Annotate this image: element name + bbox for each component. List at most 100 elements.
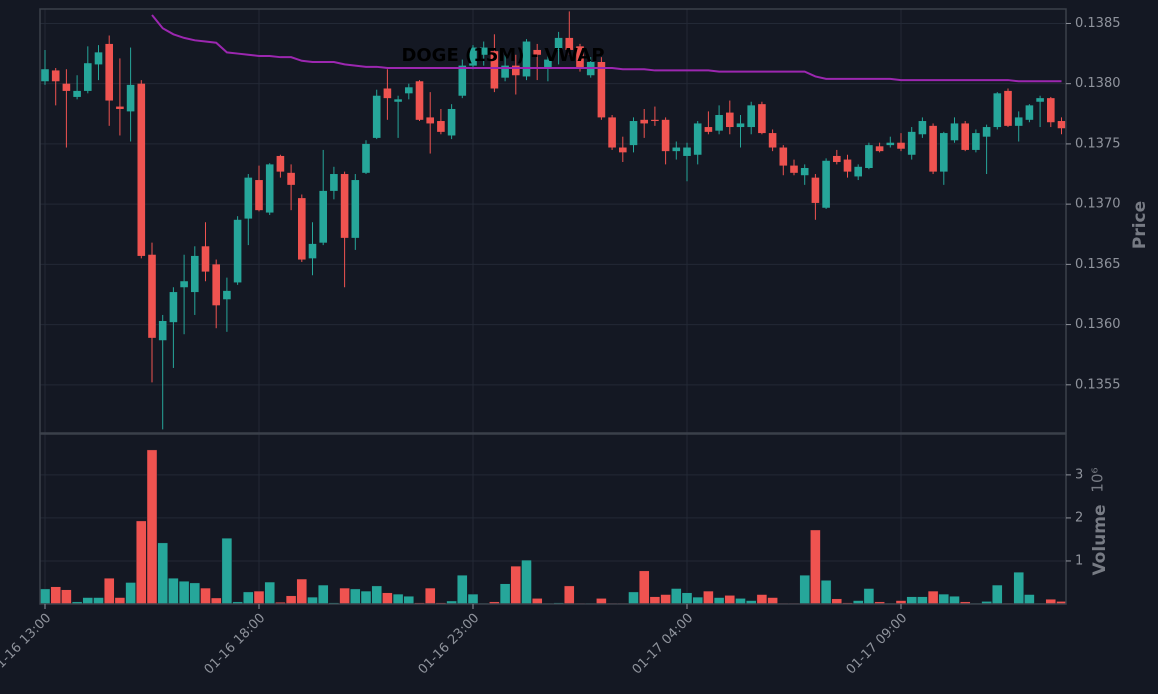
volume-bar [756, 594, 768, 605]
volume-bar [114, 597, 126, 605]
candle-body [158, 320, 167, 341]
volume-bar [863, 588, 875, 605]
volume-bar [713, 597, 725, 605]
candle-body [415, 81, 424, 120]
volume-bar [168, 577, 179, 605]
volume-bar [1013, 571, 1024, 605]
candle-body [907, 131, 916, 155]
candle-body [918, 121, 927, 135]
volume-bar [831, 598, 842, 605]
volume-tick-label: 1 [1075, 553, 1083, 568]
volume-bar [39, 588, 51, 605]
candle-body [651, 119, 659, 122]
volume-bar [360, 590, 372, 605]
candle-body [244, 177, 253, 219]
volume-bar [671, 588, 682, 605]
candle-body [191, 255, 199, 293]
candle-body [73, 90, 81, 97]
candle-body [875, 146, 884, 152]
candle-body [501, 65, 509, 78]
candle-body [800, 168, 809, 176]
candle-body [447, 108, 456, 136]
volume-bar [906, 596, 917, 605]
candle-body [148, 254, 156, 338]
y-tick-label: 0.1355 [1075, 377, 1121, 392]
candle-body [597, 62, 606, 118]
y-tick-label: 0.1385 [1075, 16, 1121, 31]
volume-bar [136, 520, 147, 605]
volume-bar [125, 582, 136, 605]
candle-body [223, 290, 231, 300]
candle-body [554, 37, 563, 50]
y-tick-label: 0.1370 [1075, 197, 1121, 212]
candle-body [1025, 105, 1034, 120]
candle-body [394, 99, 402, 102]
volume-bar [467, 593, 479, 605]
volume-bar [660, 594, 671, 605]
candle-body [1004, 90, 1012, 126]
volume-bar [350, 588, 361, 605]
volume-bar [703, 590, 714, 605]
volume-axis-label: Volume [1090, 504, 1110, 575]
candle-body [469, 47, 477, 66]
volume-bar [425, 587, 436, 605]
candle-body [116, 106, 124, 109]
volume-bar [1024, 594, 1035, 605]
candle-body [704, 127, 713, 132]
candle-body [94, 52, 103, 65]
candle-body [426, 117, 434, 124]
candle-body [811, 177, 820, 203]
vwap-line [151, 14, 1062, 83]
candle-body [62, 83, 71, 91]
candle-body [372, 95, 381, 138]
volume-bar [221, 537, 233, 605]
volume-bar [521, 559, 532, 605]
volume-bar [392, 593, 404, 605]
candle-body [1057, 121, 1066, 129]
candle-body [608, 117, 616, 148]
candle-body [255, 180, 263, 211]
volume-bar [403, 596, 414, 605]
candle-body [265, 164, 274, 213]
volume-bar [499, 583, 511, 605]
candle-body [362, 143, 370, 173]
volume-bar [639, 570, 650, 605]
y-tick-label: 0.1375 [1075, 136, 1121, 151]
candle-body [180, 281, 188, 288]
candle-body [683, 147, 691, 156]
candle-body [693, 123, 702, 155]
volume-bar [307, 596, 318, 605]
volume-bar [949, 596, 960, 605]
candle-body [51, 70, 60, 82]
volume-bar [596, 598, 607, 605]
candle-body [854, 166, 862, 177]
candle-body [822, 160, 830, 208]
marks [39, 11, 1067, 605]
volume-scale-label: 10⁶ [1089, 467, 1107, 492]
candle-body [233, 219, 242, 283]
volume-bar [457, 574, 468, 605]
volume-bar [564, 585, 575, 605]
candle-body [886, 142, 895, 146]
candle-body [619, 147, 627, 153]
candle-body [565, 37, 574, 50]
candle-body [758, 104, 766, 134]
candle-body [940, 133, 948, 172]
candle-body [105, 43, 113, 101]
candle-body [747, 105, 755, 128]
volume-bar [285, 595, 297, 605]
volume-bar [382, 592, 393, 605]
candle-body [276, 155, 285, 172]
candle-body [126, 84, 135, 112]
candle-body [790, 165, 798, 173]
volume-bar [339, 587, 350, 605]
candle-body [201, 246, 210, 272]
volume-bar [200, 587, 211, 605]
candle-body [351, 180, 360, 238]
volume-bar [210, 597, 222, 605]
volume-bar [692, 596, 703, 605]
volume-bar [189, 582, 201, 605]
volume-bar [510, 565, 521, 605]
